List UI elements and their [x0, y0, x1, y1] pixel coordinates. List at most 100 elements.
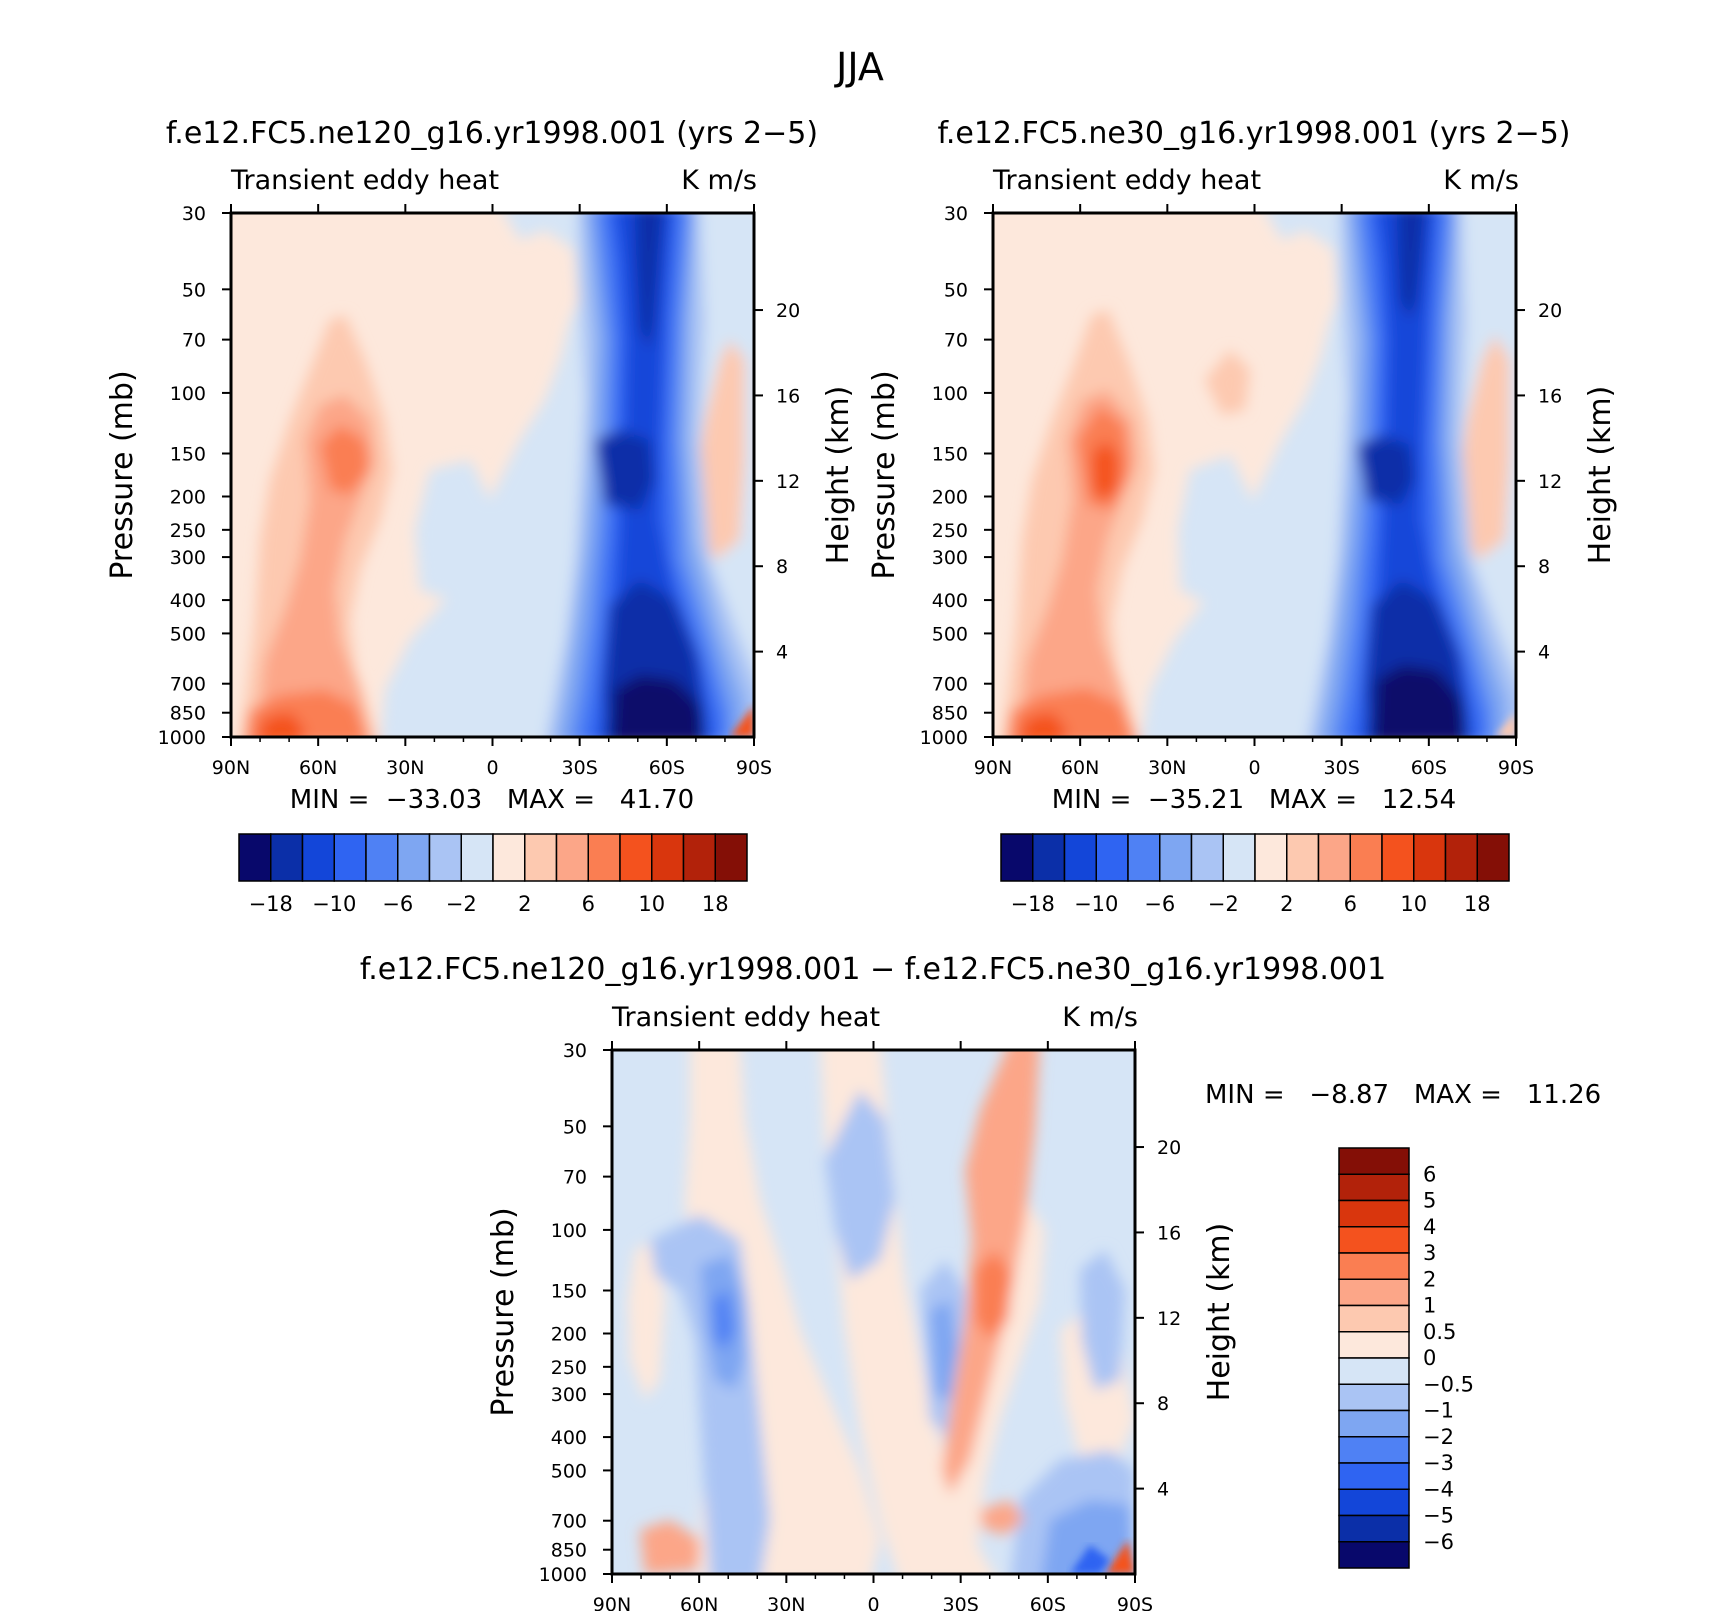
- y-axis-right-label: Height (km): [1202, 1223, 1237, 1402]
- colorbar-box: [1254, 833, 1288, 882]
- colorbar-label: 2: [1280, 892, 1293, 916]
- y-tick-label: 500: [551, 1460, 587, 1482]
- contour-neg-1e: [1080, 1250, 1125, 1390]
- x-tick-label: 0: [1248, 757, 1260, 779]
- colorbar-box: [524, 833, 558, 882]
- y-tick-label: 250: [551, 1357, 587, 1379]
- colorbar-label: 6: [582, 892, 595, 916]
- colorbar-box: [1444, 833, 1478, 882]
- colorbar-label: 0.5: [1423, 1320, 1456, 1344]
- colorbar-box: [587, 833, 621, 882]
- y-tick-label: 300: [932, 547, 968, 569]
- colorbar-box: [238, 833, 272, 882]
- panel-title: f.e12.FC5.ne120_g16.yr1998.001 − f.e12.F…: [360, 952, 1386, 987]
- y-right-tick-label: 12: [1157, 1308, 1181, 1330]
- colorbar-box: [1000, 833, 1034, 882]
- colorbar-box: [1338, 1541, 1410, 1569]
- y-right-tick-label: 12: [776, 471, 800, 493]
- y-right-tick-label: 4: [1538, 642, 1550, 664]
- colorbar-label: −10: [1074, 892, 1118, 916]
- x-tick-label: 0: [486, 757, 498, 779]
- colorbar-box: [1338, 1173, 1410, 1202]
- colorbar-box: [1338, 1226, 1410, 1254]
- subtitle-left: Transient eddy heat: [230, 165, 499, 196]
- contour-blue-0b: [415, 460, 490, 600]
- y-tick-label: 300: [170, 547, 206, 569]
- colorbar-label: −18: [1011, 892, 1055, 916]
- colorbar-box: [619, 833, 653, 882]
- contour-blue-7: [1374, 665, 1467, 737]
- y-tick-label: 1000: [539, 1564, 587, 1586]
- colorbar-label: −18: [249, 892, 293, 916]
- y-tick-label: 200: [170, 486, 206, 508]
- y-tick-label: 300: [551, 1384, 587, 1406]
- colorbar-box: [397, 833, 431, 882]
- colorbar-label: −10: [312, 892, 356, 916]
- colorbar-box: [1338, 1331, 1410, 1359]
- y-right-tick-label: 16: [1157, 1222, 1181, 1244]
- panel-title: f.e12.FC5.ne30_g16.yr1998.001 (yrs 2−5): [937, 116, 1570, 151]
- subtitle-right: K m/s: [681, 165, 757, 196]
- y-tick-label: 150: [932, 444, 968, 466]
- contour-blue-7: [612, 675, 704, 737]
- colorbar-label: 3: [1423, 1241, 1436, 1265]
- x-tick-label: 60N: [299, 757, 337, 779]
- contour-field: [231, 213, 754, 737]
- contour-edge-blue: [1070, 1545, 1110, 1574]
- y-tick-label: 100: [932, 383, 968, 405]
- axes: 3050701001502002503004005007008501000481…: [158, 203, 801, 779]
- colorbar-box: [1159, 833, 1193, 882]
- x-tick-label: 30N: [767, 1594, 805, 1611]
- y-axis-label: Pressure (mb): [867, 370, 902, 579]
- y-tick-label: 400: [170, 590, 206, 612]
- y-right-tick-label: 8: [1157, 1393, 1169, 1415]
- y-tick-label: 150: [170, 444, 206, 466]
- y-axis-label: Pressure (mb): [486, 1207, 521, 1416]
- y-tick-label: 250: [170, 520, 206, 542]
- contour-field: [612, 1050, 1135, 1574]
- contour-blue-6c: [635, 213, 665, 350]
- colorbar-box: [651, 833, 685, 882]
- contour-red-edge: [1495, 712, 1516, 737]
- y-right-tick-label: 4: [776, 642, 788, 664]
- contour-neg-1b: [825, 1090, 895, 1280]
- colorbar-box: [1338, 1383, 1410, 1412]
- y-tick-label: 700: [170, 674, 206, 696]
- colorbar-box: [270, 833, 304, 882]
- colorbar-label: 6: [1423, 1162, 1436, 1186]
- y-tick-label: 200: [932, 486, 968, 508]
- colorbar-box: [492, 833, 526, 882]
- y-right-tick-label: 16: [776, 385, 800, 407]
- colorbar-label: −6: [1144, 892, 1175, 916]
- colorbar-label: −2: [1208, 892, 1239, 916]
- contour-field: [993, 213, 1516, 737]
- contour-blue-0b: [1178, 455, 1252, 605]
- contour-red-0c: [1205, 350, 1250, 415]
- colorbar-box: [301, 833, 335, 882]
- contour-blue-6b: [595, 430, 655, 510]
- colorbar-label: −2: [446, 892, 477, 916]
- subtitle-right: K m/s: [1062, 1002, 1138, 1033]
- colorbar-box: [1476, 833, 1510, 882]
- contour-blue-6c: [1397, 213, 1427, 320]
- x-tick-label: 30S: [562, 757, 598, 779]
- subtitle-left: Transient eddy heat: [992, 165, 1261, 196]
- colorbar-label: −0.5: [1423, 1372, 1474, 1396]
- x-tick-label: 90S: [1117, 1594, 1153, 1611]
- colorbar-box: [333, 833, 367, 882]
- colorbar: −18 −10 −6 −2 2 6 10 18: [1000, 833, 1510, 916]
- colorbar-box: [1338, 1409, 1410, 1438]
- y-tick-label: 850: [932, 703, 968, 725]
- y-tick-label: 400: [551, 1427, 587, 1449]
- colorbar-label: 18: [702, 892, 729, 916]
- figure-title: JJA: [834, 45, 884, 89]
- y-tick-label: 500: [170, 623, 206, 645]
- colorbar-box: [1063, 833, 1097, 882]
- y-tick-label: 500: [932, 623, 968, 645]
- colorbar-box: [1338, 1357, 1410, 1385]
- colorbar-label: 10: [1400, 892, 1427, 916]
- subtitle-left: Transient eddy heat: [611, 1002, 880, 1033]
- colorbar: −18 −10 −6 −2 2 6 10 18: [238, 833, 748, 916]
